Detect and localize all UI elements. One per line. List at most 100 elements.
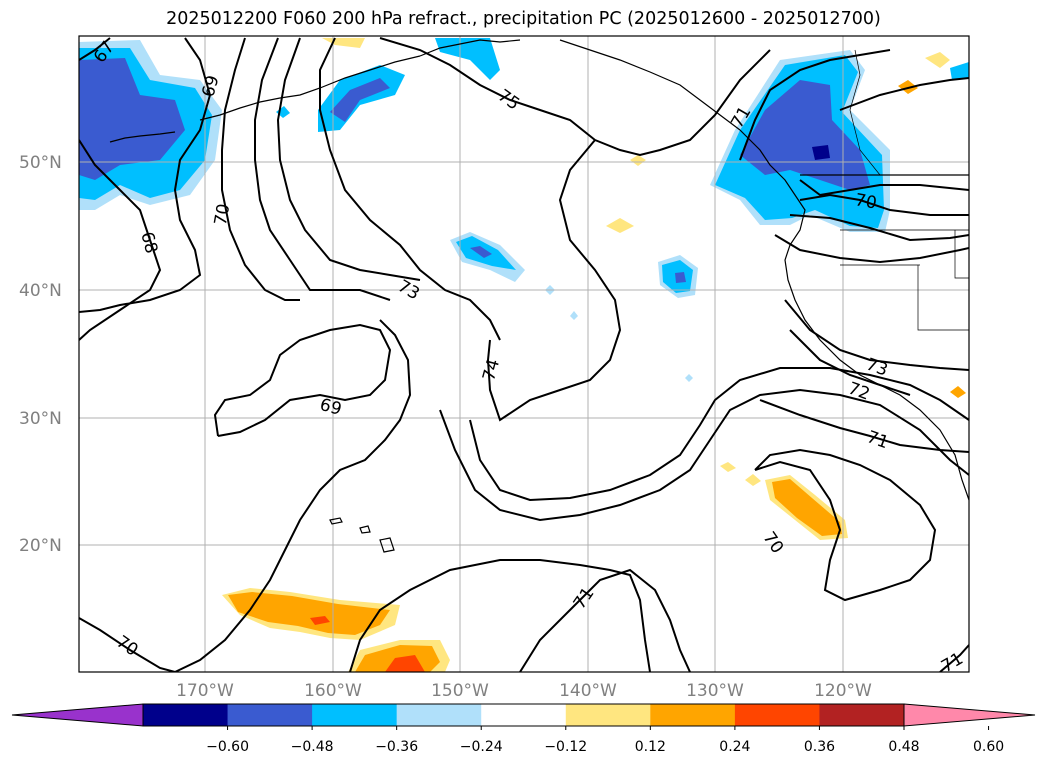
colorbar-segment bbox=[734, 704, 820, 726]
latitude-labels: 50°N 40°N 30°N 20°N bbox=[19, 153, 62, 556]
shade-yellow-6 bbox=[745, 474, 761, 486]
contour-73-east bbox=[784, 299, 969, 371]
shade-alaska-dark bbox=[330, 78, 390, 122]
colorbar-segment bbox=[396, 704, 482, 726]
shade-yellow-3 bbox=[925, 52, 950, 68]
lat-label: 20°N bbox=[19, 536, 62, 556]
contour-71-southeast bbox=[939, 644, 969, 672]
longitude-labels: 170°W 160°W 150°W 140°W 130°W 120°W bbox=[176, 681, 872, 701]
contour-70-west bbox=[221, 37, 300, 301]
lat-label: 40°N bbox=[19, 281, 62, 301]
shade-south-red bbox=[385, 655, 425, 672]
colorbar-tick-label: −0.60 bbox=[206, 739, 249, 755]
shade-yellow-1 bbox=[606, 218, 634, 233]
colorbar-tick-label: −0.12 bbox=[544, 739, 587, 755]
shade-bc-navy bbox=[812, 145, 830, 160]
contour-69-west bbox=[79, 37, 212, 313]
contour-71-east bbox=[519, 568, 691, 672]
contour-69-mid bbox=[213, 323, 392, 437]
lon-label: 130°W bbox=[686, 681, 744, 701]
colorbar-ticks: −0.60 −0.48 −0.36 −0.24 −0.12 0.12 0.24 0.36 0.4… bbox=[206, 726, 1004, 755]
contour-70-mid bbox=[79, 319, 412, 672]
colorbar-segment bbox=[819, 704, 905, 726]
colorbar-segments bbox=[143, 704, 905, 726]
colorbar-extend-right bbox=[903, 703, 1036, 727]
shade-nw-dark bbox=[79, 58, 185, 180]
colorbar-tick-label: 0.24 bbox=[719, 739, 750, 755]
shade-yellow-7 bbox=[950, 386, 966, 398]
coastlines bbox=[109, 39, 969, 553]
shade-hawaii-red bbox=[310, 616, 330, 625]
shade-hawaii-orange bbox=[228, 592, 390, 635]
lon-label: 120°W bbox=[814, 681, 872, 701]
contour-72-mid bbox=[439, 388, 969, 522]
coast-aleutians bbox=[109, 55, 421, 143]
plot-frame bbox=[78, 35, 970, 673]
colorbar-segment bbox=[227, 704, 313, 726]
contour-71-ne bbox=[789, 214, 969, 242]
lon-label: 170°W bbox=[176, 681, 234, 701]
coast-bc bbox=[739, 129, 969, 501]
contour-72-west bbox=[276, 37, 421, 281]
lat-label: 50°N bbox=[19, 153, 62, 173]
coast-hawaii-2 bbox=[359, 525, 371, 534]
colorbar-tick-label: 0.36 bbox=[804, 739, 835, 755]
colorbar-frame bbox=[142, 703, 905, 727]
colorbar-segment bbox=[650, 704, 736, 726]
colorbar: −0.60 −0.48 −0.36 −0.24 −0.12 0.12 0.24 0.36 0.4… bbox=[11, 703, 1036, 755]
shade-ne-corner bbox=[950, 62, 969, 80]
colorbar-tick-label: 0.48 bbox=[888, 739, 919, 755]
map-title: 2025012200 F060 200 hPa refract., precip… bbox=[166, 9, 881, 29]
contour-73-mid bbox=[469, 367, 969, 502]
contour-72-ne bbox=[774, 234, 969, 264]
border-canada-prov bbox=[849, 49, 881, 176]
colorbar-segment bbox=[481, 704, 567, 726]
colorbar-segment bbox=[143, 704, 229, 726]
colorbar-tick-label: −0.36 bbox=[375, 739, 418, 755]
lon-label: 150°W bbox=[431, 681, 489, 701]
contour-70-east bbox=[754, 448, 937, 602]
contour-71-mid bbox=[349, 559, 651, 672]
contour-67 bbox=[79, 37, 111, 61]
colorbar-tick-label: −0.24 bbox=[460, 739, 503, 755]
contour-72-east bbox=[789, 329, 911, 396]
colorbar-tick-label: 0.60 bbox=[973, 739, 1004, 755]
contour-label: 70 bbox=[853, 190, 878, 213]
plot-area: 67 69 68 70 75 71 73 74 69 70 73 72 71 7… bbox=[79, 36, 969, 677]
shade-yellow-2 bbox=[630, 155, 646, 166]
contour-71-west bbox=[254, 37, 391, 301]
contour-71-east2 bbox=[759, 399, 969, 453]
colorbar-segment bbox=[565, 704, 651, 726]
lat-label: 30°N bbox=[19, 409, 62, 429]
shade-tiny-2 bbox=[570, 311, 578, 320]
contour-74 bbox=[594, 49, 771, 157]
contour-68 bbox=[79, 139, 162, 341]
colorbar-tick-label: −0.48 bbox=[291, 739, 334, 755]
contour-ne-arc bbox=[739, 49, 891, 161]
contour-75 bbox=[379, 37, 596, 141]
precip-positive-shading bbox=[222, 38, 966, 672]
refractivity-contours bbox=[79, 37, 969, 672]
contour-ne-upper bbox=[799, 77, 969, 197]
contour-73 bbox=[319, 37, 501, 341]
shade-gulf-mid bbox=[435, 38, 500, 80]
colorbar-segment bbox=[312, 704, 398, 726]
coast-hawaii-3 bbox=[379, 537, 395, 553]
contour-74-lower bbox=[486, 139, 622, 422]
shade-mid-pac-dark bbox=[470, 246, 492, 258]
contour-label: 70 bbox=[211, 202, 234, 227]
colorbar-extend-left bbox=[11, 703, 144, 727]
gridlines bbox=[79, 36, 969, 672]
shade-yellow-5 bbox=[720, 462, 736, 472]
shade-east-pac-dark bbox=[675, 272, 686, 283]
colorbar-tick-label: 0.12 bbox=[635, 739, 666, 755]
lon-label: 140°W bbox=[559, 681, 617, 701]
contour-70-ne bbox=[799, 193, 969, 216]
shade-se-orange bbox=[772, 479, 842, 536]
shade-tiny-3 bbox=[685, 374, 693, 382]
lon-label: 160°W bbox=[304, 681, 362, 701]
coast-hawaii-1 bbox=[329, 517, 343, 525]
border-us-states bbox=[840, 229, 969, 331]
contour-label: 71 bbox=[938, 649, 967, 677]
